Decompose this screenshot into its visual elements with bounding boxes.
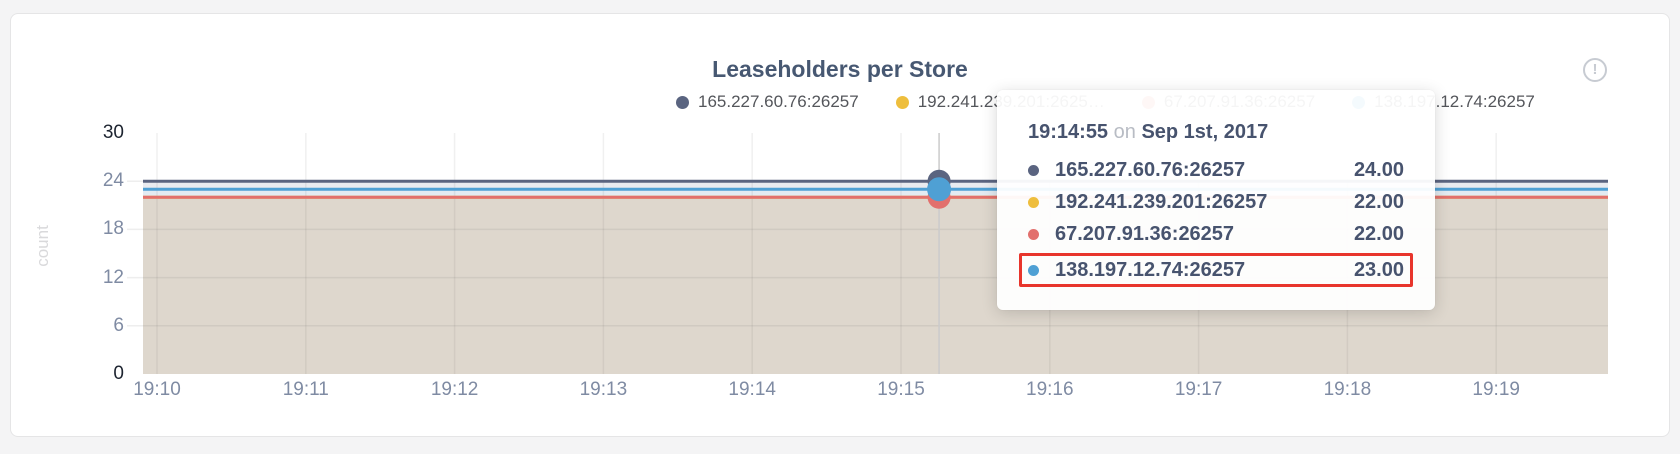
- x-tick-19:16: 19:16: [1026, 379, 1074, 400]
- tooltip-row-label: 138.197.12.74:26257: [1055, 258, 1246, 281]
- y-tick-24: 24: [102, 170, 124, 192]
- legend-dot: [895, 95, 909, 109]
- x-tick-19:10: 19:10: [133, 379, 181, 400]
- legend-label: 165.227.60.76:26257: [698, 92, 859, 111]
- y-tick-0: 0: [113, 363, 124, 384]
- hover-dot-3: [927, 177, 952, 202]
- tooltip-row-value: 23.00: [1353, 258, 1404, 281]
- x-tick-19:19: 19:19: [1472, 379, 1520, 400]
- tooltip-time: 19:14:55: [1028, 121, 1109, 143]
- tooltip-row-label: 192.241.239.201:26257: [1055, 190, 1268, 213]
- y-tick-30: 30: [102, 122, 124, 143]
- x-tick-19:11: 19:11: [282, 379, 329, 400]
- x-tick-19:18: 19:18: [1323, 379, 1372, 400]
- x-tick-19:15: 19:15: [877, 379, 925, 400]
- tooltip-highlight-box: 138.197.12.74:26257 23.00: [1019, 253, 1413, 287]
- tooltip-timestamp: 19:14:55 on Sep 1st, 2017: [1028, 121, 1404, 144]
- tooltip-conjunction: on: [1113, 121, 1136, 143]
- legend-item-0[interactable]: 165.227.60.76:26257: [676, 92, 859, 112]
- tooltip-row-value: 22.00: [1353, 190, 1404, 213]
- area-band-1: [143, 189, 1608, 198]
- hover-tooltip: 19:14:55 on Sep 1st, 2017 165.227.60.76:…: [997, 90, 1435, 310]
- tooltip-row-dot: [1028, 264, 1039, 276]
- tooltip-row-dot: [1028, 196, 1039, 208]
- tooltip-row-label: 67.207.91.36:26257: [1055, 222, 1235, 245]
- tooltip-row-0: 165.227.60.76:26257 24.00: [1028, 157, 1404, 183]
- tooltip-row-label: 165.227.60.76:26257: [1055, 158, 1246, 181]
- y-tick-12: 12: [102, 266, 124, 288]
- legend-dot: [676, 95, 689, 109]
- x-tick-19:17: 19:17: [1174, 379, 1223, 400]
- x-tick-19:14: 19:14: [728, 379, 776, 400]
- tooltip-rows: 165.227.60.76:26257 24.00 192.241.239.201:…: [1019, 157, 1413, 287]
- chart-title: Leaseholders per Store: [712, 56, 968, 82]
- x-tick-19:12: 19:12: [430, 379, 479, 400]
- info-icon[interactable]: !: [1583, 58, 1607, 82]
- y-tick-6: 6: [113, 314, 124, 336]
- tooltip-row-dot: [1028, 228, 1039, 240]
- tooltip-row-value: 24.00: [1353, 158, 1404, 181]
- tooltip-row-1: 192.241.239.201:26257 22.00: [1028, 189, 1404, 215]
- tooltip-date: Sep 1st, 2017: [1141, 121, 1269, 143]
- area-band-0: [143, 181, 1608, 190]
- tooltip-row-2: 67.207.91.36:26257 22.00: [1028, 221, 1404, 247]
- x-tick-19:13: 19:13: [579, 379, 628, 400]
- tooltip-row-3: 138.197.12.74:26257 23.00: [1028, 257, 1404, 283]
- tooltip-row-value: 22.00: [1353, 222, 1404, 245]
- y-tick-18: 18: [102, 218, 124, 240]
- tooltip-row-dot: [1028, 164, 1039, 176]
